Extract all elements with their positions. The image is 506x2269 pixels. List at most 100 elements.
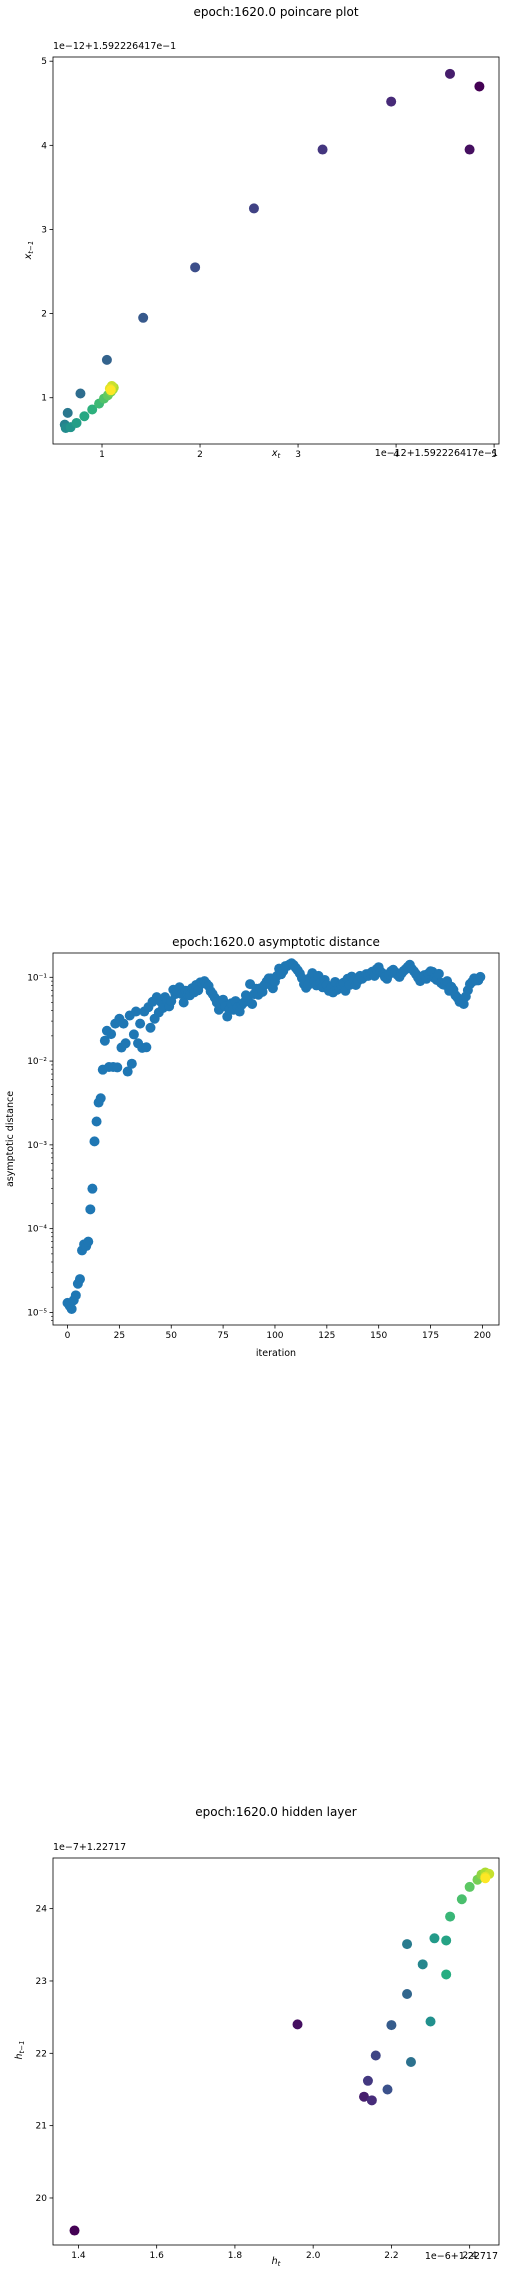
poincare-point — [138, 312, 149, 323]
poincare-y-tick-label: 1 — [41, 394, 47, 404]
distance-point — [141, 1042, 152, 1053]
hidden-chart: epoch:1620.0 hidden layer 1e−7+1.22717 1… — [14, 1805, 500, 2268]
hidden-point — [480, 1873, 491, 1884]
poincare-point — [75, 388, 86, 399]
poincare-x-tick-label: 4 — [393, 450, 399, 460]
distance-point — [74, 1274, 85, 1285]
hidden-point — [386, 2020, 397, 2031]
distance-axes-frame — [52, 952, 500, 1326]
poincare-point — [386, 96, 397, 107]
distance-y-tick-label: 10⁻² — [27, 1057, 47, 1067]
hidden-point — [402, 1988, 413, 1999]
distance-point — [83, 1236, 94, 1247]
distance-y-tick-label: 10⁻⁴ — [27, 1225, 47, 1235]
poincare-x-ticks: 1 2 3 4 5 — [99, 444, 497, 460]
poincare-point — [464, 144, 475, 155]
distance-point — [87, 1183, 98, 1194]
hidden-point — [366, 2095, 377, 2106]
poincare-point — [79, 411, 90, 422]
poincare-chart: epoch:1620.0 poincare plot 1e−12+1.59222… — [23, 5, 500, 460]
poincare-point — [101, 354, 112, 365]
poincare-x-label: xt — [271, 448, 281, 460]
hidden-y-label: ht−1 — [14, 2040, 26, 2059]
poincare-x-tick-label: 1 — [99, 450, 105, 460]
hidden-x-tick-label: 2.2 — [384, 2251, 398, 2261]
distance-x-label: iteration — [256, 1348, 296, 1359]
poincare-y-tick-label: 4 — [41, 141, 47, 151]
hidden-y-tick-label: 22 — [36, 2049, 47, 2059]
poincare-point — [474, 81, 485, 92]
distance-title: epoch:1620.0 asymptotic distance — [172, 935, 380, 949]
distance-point — [66, 1303, 77, 1314]
poincare-point — [248, 203, 259, 214]
distance-x-tick-label: 125 — [318, 1331, 335, 1341]
distance-point — [112, 1062, 123, 1073]
distance-point — [433, 968, 444, 979]
distance-point — [106, 1029, 117, 1040]
hidden-y-offset: 1e−7+1.22717 — [53, 1842, 126, 1853]
hidden-point — [359, 2091, 370, 2102]
distance-point — [118, 1018, 129, 1029]
hidden-y-tick-label: 21 — [36, 2122, 47, 2132]
poincare-point — [444, 68, 455, 79]
hidden-point — [456, 1894, 467, 1905]
distance-point — [135, 1018, 146, 1029]
hidden-point — [370, 2050, 381, 2061]
hidden-y-tick-label: 24 — [36, 1905, 48, 1915]
hidden-y-ticks: 20 21 22 23 24 — [36, 1905, 53, 2204]
hidden-x-ticks: 1.4 1.6 1.8 2.0 2.2 2.4 — [71, 2245, 477, 2261]
hidden-point — [417, 1959, 428, 1970]
poincare-point — [317, 144, 328, 155]
hidden-point — [441, 1935, 452, 1946]
hidden-point — [362, 2075, 373, 2086]
distance-x-ticks: 0 25 50 75 100 125 150 175 200 — [65, 1325, 491, 1341]
poincare-y-tick-label: 5 — [41, 57, 47, 67]
distance-x-tick-label: 175 — [422, 1331, 439, 1341]
hidden-point — [425, 2016, 436, 2027]
hidden-point — [402, 1939, 413, 1950]
poincare-title: epoch:1620.0 poincare plot — [193, 5, 358, 19]
hidden-point — [69, 2225, 80, 2236]
distance-point — [91, 1116, 102, 1127]
distance-y-ticks: 10⁻⁵ 10⁻⁴ 10⁻³ 10⁻² 10⁻¹ — [27, 973, 53, 1321]
hidden-point — [445, 1911, 456, 1922]
distance-point — [85, 1204, 96, 1215]
hidden-x-tick-label: 1.4 — [71, 2251, 86, 2261]
distance-points — [62, 958, 486, 1314]
distance-y-label: asymptotic distance — [5, 1091, 16, 1187]
distance-point — [458, 999, 469, 1010]
distance-point — [178, 997, 189, 1008]
poincare-y-offset: 1e−12+1.592226417e−1 — [53, 41, 176, 52]
hidden-x-tick-label: 2.4 — [462, 2251, 477, 2261]
distance-point — [126, 1058, 137, 1069]
distance-x-tick-label: 25 — [114, 1331, 125, 1341]
poincare-x-offset: 1e−12+1.592226417e−1 — [375, 448, 498, 459]
poincare-y-label: xt−1 — [23, 241, 35, 261]
poincare-x-tick-label: 3 — [295, 450, 301, 460]
distance-x-tick-label: 100 — [266, 1331, 283, 1341]
distance-point — [120, 1038, 131, 1049]
hidden-point — [464, 1881, 475, 1892]
hidden-point — [292, 2019, 303, 2030]
poincare-y-tick-label: 2 — [41, 310, 47, 320]
poincare-axes-frame — [52, 56, 500, 445]
distance-y-tick-label: 10⁻⁵ — [27, 1308, 47, 1318]
poincare-points — [59, 68, 485, 434]
distance-y-tick-label: 10⁻¹ — [27, 973, 47, 983]
distance-x-tick-label: 50 — [166, 1331, 178, 1341]
hidden-x-tick-label: 1.6 — [150, 2251, 165, 2261]
distance-x-tick-label: 200 — [474, 1331, 491, 1341]
distance-point — [89, 1136, 100, 1147]
distance-x-tick-label: 150 — [370, 1331, 387, 1341]
distance-point — [122, 1066, 133, 1077]
hidden-x-tick-label: 2.0 — [306, 2251, 321, 2261]
poincare-x-tick-label: 2 — [197, 450, 203, 460]
hidden-point — [405, 2056, 416, 2067]
poincare-point — [71, 417, 82, 428]
hidden-y-tick-label: 23 — [36, 1977, 47, 1987]
distance-x-tick-label: 0 — [65, 1331, 71, 1341]
hidden-point — [429, 1933, 440, 1944]
distance-chart: epoch:1620.0 asymptotic distance 0 25 50 75… — [5, 935, 500, 1359]
distance-point — [99, 1035, 110, 1046]
